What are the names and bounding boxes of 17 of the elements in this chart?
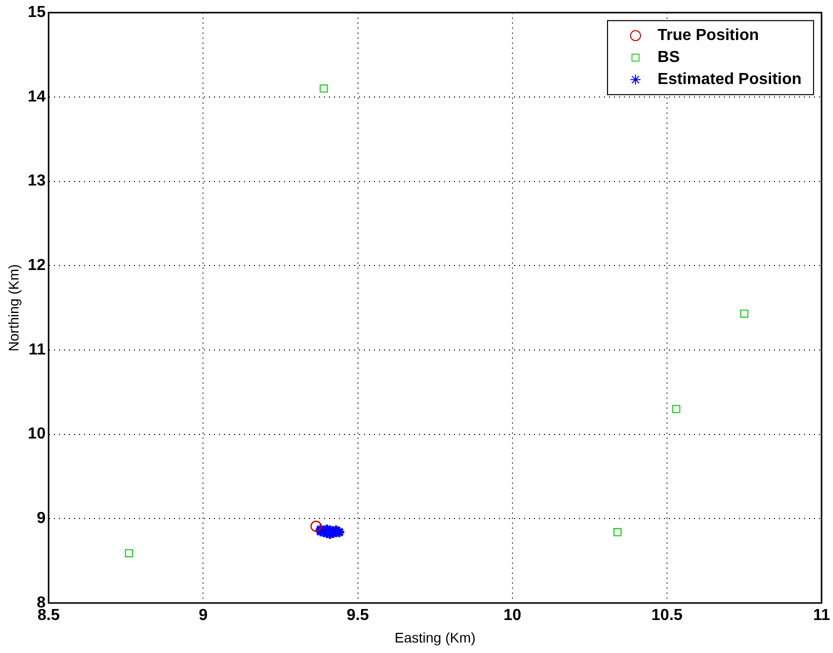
legend-label: Estimated Position	[658, 71, 802, 88]
y-tick-label: 13	[28, 172, 46, 190]
y-tick-label: 14	[28, 88, 46, 106]
y-tick-label: 15	[28, 4, 46, 22]
x-tick-label: 9.5	[346, 607, 369, 624]
y-tick-label: 9	[36, 510, 46, 528]
y-tick-label: 12	[28, 257, 46, 274]
x-tick-label: 9	[198, 607, 208, 624]
legend-label: BS	[658, 49, 680, 66]
legend-label: True Position	[658, 27, 759, 44]
y-tick-label: 10	[28, 426, 46, 443]
x-tick-label: 11	[813, 607, 830, 624]
x-tick-label: 10.5	[651, 607, 683, 624]
x-tick-label: 10	[503, 607, 522, 624]
x-axis-title: Easting (Km)	[394, 629, 476, 646]
y-axis-title: Northing (Km)	[5, 264, 22, 352]
y-tick-label: 11	[28, 341, 46, 358]
